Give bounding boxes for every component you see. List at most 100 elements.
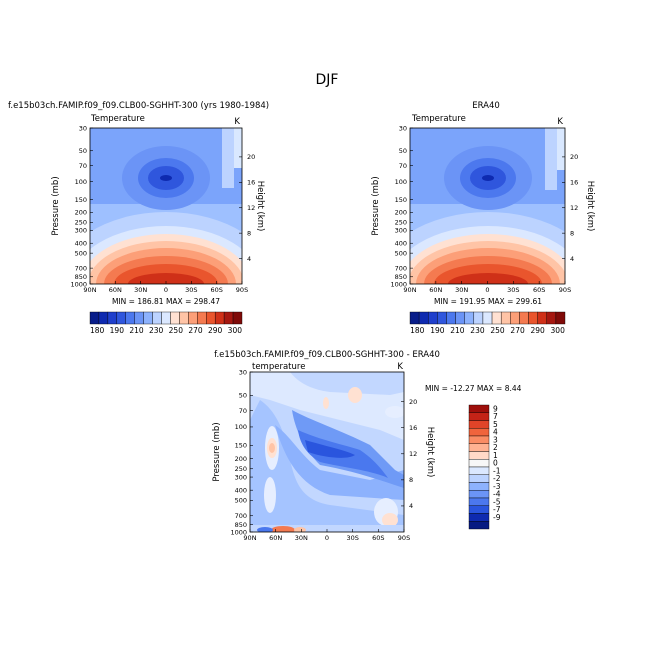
height-tick-label: 12 [247, 204, 255, 212]
x-tick-label: 90S [398, 534, 410, 542]
colorbar-swatch [468, 459, 490, 468]
x-tick-label: 90S [236, 286, 248, 294]
colorbar-swatch [468, 497, 490, 506]
y-tick-label: 30 [399, 124, 407, 132]
y-tick-label: 50 [239, 392, 247, 400]
colorbar-label: 250 [169, 326, 184, 335]
y-tick-label: 700 [235, 512, 247, 520]
x-tick-label: 60N [269, 534, 282, 542]
colorbar-swatch [409, 311, 420, 325]
colorbar-swatch [437, 311, 447, 325]
y-tick-label: 70 [239, 407, 247, 415]
y-tick-label: 700 [75, 264, 87, 272]
colorbar-swatch [468, 451, 490, 460]
colorbar-label: -3 [493, 482, 501, 491]
colorbar-label: -7 [493, 505, 501, 514]
colorbar-swatch [468, 466, 490, 475]
colorbar-label: 230 [149, 326, 164, 335]
x-tick-label: 60N [429, 286, 442, 294]
x-tick-label: 0 [485, 286, 489, 294]
colorbar-swatch [455, 311, 465, 325]
y-tick-label: 200 [395, 209, 407, 217]
y-tick-label: 500 [395, 249, 407, 257]
colorbar-swatch [468, 521, 490, 530]
y-tick-label: 300 [75, 227, 87, 235]
panel-model-colorbar: 180 190 210 230 250 270 290 300 [89, 311, 243, 335]
x-tick-label: 60N [109, 286, 122, 294]
colorbar-label: 300 [228, 326, 243, 335]
colorbar-label: -2 [493, 474, 501, 483]
colorbar-label: 9 [493, 404, 498, 413]
colorbar-swatch [468, 428, 490, 437]
y-tick-label: 400 [75, 240, 87, 248]
colorbar-swatch [468, 435, 490, 444]
height-tick-label: 4 [247, 255, 251, 263]
height-tick-label: 8 [409, 476, 413, 484]
colorbar-label: 210 [450, 326, 465, 335]
colorbar-swatch [555, 311, 566, 325]
colorbar-swatch [510, 311, 520, 325]
colorbar-label: 290 [208, 326, 223, 335]
panel-model-ylabel: Pressure (mb) [51, 176, 61, 235]
x-tick-label: 60S [372, 534, 384, 542]
y-tick-label: 30 [239, 368, 247, 376]
panel-era40-ylabel-right: Height (km) [585, 181, 595, 232]
colorbar-label: 180 [410, 326, 425, 335]
colorbar-label: -9 [493, 513, 501, 522]
height-tick-label: 16 [570, 179, 578, 187]
panel-era40: ERA40 Temperature K 90N 60N 30N 0 30S 60S 90S 3… [371, 101, 595, 335]
colorbar-label: 230 [470, 326, 485, 335]
colorbar-swatch [152, 311, 162, 325]
y-tick-label: 700 [395, 264, 407, 272]
colorbar-swatch [143, 311, 153, 325]
colorbar-label: 270 [510, 326, 525, 335]
y-tick-label: 150 [235, 442, 247, 450]
y-tick-label: 100 [75, 178, 87, 186]
y-tick-label: 500 [75, 249, 87, 257]
y-tick-label: 1000 [70, 280, 87, 288]
height-tick-label: 8 [570, 229, 574, 237]
height-tick-label: 4 [570, 255, 574, 263]
colorbar-swatch [482, 311, 493, 325]
y-tick-label: 400 [395, 240, 407, 248]
colorbar-label: 290 [530, 326, 545, 335]
colorbar-swatch [89, 311, 100, 325]
panel-difference-title: f.e15b03ch.FAMIP.f09_f09.CLB00-SGHHT-300… [214, 350, 440, 360]
x-tick-label: 30S [185, 286, 197, 294]
y-tick-label: 200 [235, 455, 247, 463]
y-tick-label: 250 [235, 465, 247, 473]
y-tick-label: 150 [75, 196, 87, 204]
panel-model-ylabel-right: Height (km) [255, 181, 265, 232]
colorbar-label: 190 [430, 326, 445, 335]
colorbar-label: 190 [110, 326, 125, 335]
panel-difference-units: K [397, 362, 403, 372]
colorbar-swatch [170, 311, 180, 325]
colorbar-swatch [125, 311, 135, 325]
colorbar-swatch [232, 311, 243, 325]
y-tick-label: 100 [395, 178, 407, 186]
panel-model-title: f.e15b03ch.FAMIP.f09_f09.CLB00-SGHHT-300… [8, 101, 269, 111]
x-tick-label: 30S [507, 286, 519, 294]
colorbar-label: 300 [551, 326, 566, 335]
colorbar-swatch [223, 311, 234, 325]
colorbar-swatch [179, 311, 189, 325]
y-tick-label: 200 [75, 209, 87, 217]
y-tick-label: 70 [79, 162, 87, 170]
colorbar-swatch [546, 311, 557, 325]
y-tick-label: 400 [235, 486, 247, 494]
panel-era40-units: K [557, 117, 563, 127]
colorbar-swatch [491, 311, 502, 325]
x-tick-label: 30N [134, 286, 147, 294]
colorbar-swatch [468, 474, 490, 483]
colorbar-swatch [468, 420, 490, 429]
panel-difference-variable: temperature [252, 362, 305, 372]
x-tick-label: 90S [559, 286, 571, 294]
x-tick-label: 90N [83, 286, 96, 294]
colorbar-swatch [473, 311, 484, 325]
height-tick-label: 16 [247, 179, 255, 187]
y-tick-label: 300 [395, 227, 407, 235]
colorbar-swatch [161, 311, 171, 325]
height-tick-label: 12 [409, 450, 417, 458]
colorbar-swatch [197, 311, 207, 325]
colorbar-label: 2 [493, 443, 498, 452]
